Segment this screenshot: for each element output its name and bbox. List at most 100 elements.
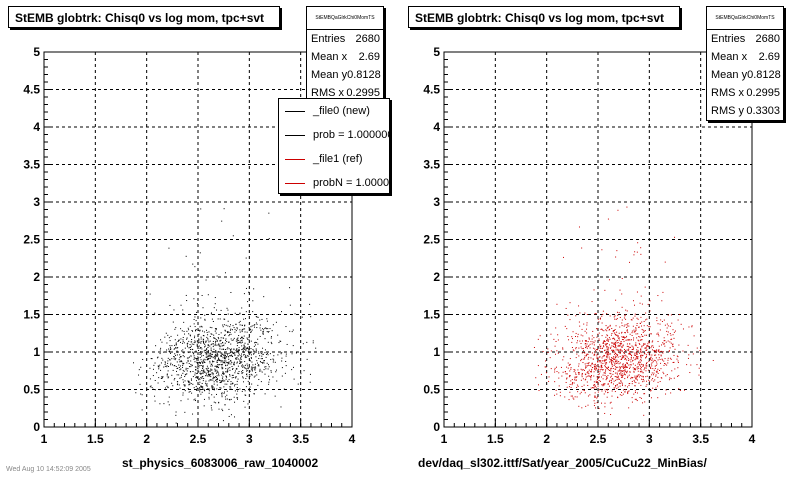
scatter-point [570, 386, 572, 388]
scatter-point [255, 322, 257, 324]
scatter-point [591, 301, 593, 303]
scatter-point [595, 387, 597, 389]
scatter-point [205, 340, 207, 342]
scatter-point [207, 347, 209, 349]
scatter-point [689, 372, 691, 374]
scatter-point [606, 353, 608, 355]
scatter-point [602, 385, 604, 387]
scatter-point [224, 342, 226, 344]
scatter-point [199, 357, 201, 359]
scatter-point [604, 365, 606, 367]
scatter-point [203, 342, 205, 344]
scatter-point [245, 257, 247, 259]
scatter-point [650, 390, 652, 392]
scatter-point [640, 339, 642, 341]
scatter-point [554, 345, 556, 347]
scatter-point [168, 337, 170, 339]
scatter-point [196, 340, 198, 342]
scatter-point [208, 355, 210, 357]
scatter-point [182, 309, 184, 311]
scatter-point [596, 328, 598, 330]
scatter-point [588, 337, 590, 339]
scatter-point [586, 324, 588, 326]
scatter-point [623, 365, 625, 367]
scatter-point [637, 347, 639, 349]
scatter-point [599, 318, 601, 320]
scatter-point [627, 391, 629, 393]
scatter-point [626, 335, 628, 337]
scatter-point [251, 329, 253, 331]
scatter-point [605, 363, 607, 365]
scatter-point [224, 272, 226, 274]
scatter-point [242, 372, 244, 374]
scatter-point [161, 357, 163, 359]
scatter-point [192, 370, 194, 372]
scatter-point [203, 335, 205, 337]
scatter-point [154, 312, 156, 314]
scatter-point [309, 373, 311, 375]
scatter-point [215, 329, 217, 331]
scatter-point [587, 353, 589, 355]
scatter-point [218, 358, 220, 360]
scatter-point [599, 361, 601, 363]
scatter-point [663, 343, 665, 345]
scatter-point [550, 333, 552, 335]
scatter-point [185, 367, 187, 369]
scatter-point [628, 384, 630, 386]
scatter-point [239, 362, 241, 364]
scatter-point [622, 364, 624, 366]
scatter-point [201, 369, 203, 371]
scatter-point [576, 386, 578, 388]
scatter-point [244, 367, 246, 369]
scatter-point [618, 345, 620, 347]
scatter-point [615, 376, 617, 378]
scatter-point [650, 363, 652, 365]
scatter-point [210, 313, 212, 315]
scatter-point [613, 361, 615, 363]
stats-value: 2.69 [758, 51, 780, 63]
scatter-point [676, 358, 678, 360]
scatter-point [274, 361, 276, 363]
scatter-point [599, 371, 601, 373]
scatter-point [596, 396, 598, 398]
scatter-point [230, 383, 232, 385]
scatter-point [655, 351, 657, 353]
scatter-point [246, 369, 248, 371]
scatter-point [236, 368, 238, 370]
scatter-point [215, 376, 217, 378]
scatter-point [563, 356, 565, 358]
scatter-point [199, 388, 201, 390]
scatter-point [575, 379, 577, 381]
scatter-point [616, 373, 618, 375]
scatter-point [201, 377, 203, 379]
scatter-point [213, 334, 215, 336]
scatter-point [635, 327, 637, 329]
scatter-point [227, 332, 229, 334]
scatter-point [556, 371, 558, 373]
scatter-point [603, 384, 605, 386]
scatter-point [610, 376, 612, 378]
scatter-point [608, 347, 610, 349]
scatter-point [613, 330, 615, 332]
scatter-point [638, 342, 640, 344]
scatter-point [604, 370, 606, 372]
scatter-point [687, 357, 689, 359]
scatter-point [624, 332, 626, 334]
scatter-point [244, 367, 246, 369]
scatter-point [152, 375, 154, 377]
scatter-point [596, 357, 598, 359]
scatter-point [216, 361, 218, 363]
scatter-point [643, 343, 645, 345]
scatter-point [232, 325, 234, 327]
scatter-point [619, 394, 621, 396]
scatter-point [638, 361, 640, 363]
scatter-point [174, 339, 176, 341]
scatter-point [588, 345, 590, 347]
scatter-point [624, 370, 626, 372]
scatter-point [242, 366, 244, 368]
scatter-point [211, 385, 213, 387]
scatter-point [266, 318, 268, 320]
scatter-point [312, 342, 314, 344]
scatter-point [197, 389, 199, 391]
scatter-point [259, 327, 261, 329]
